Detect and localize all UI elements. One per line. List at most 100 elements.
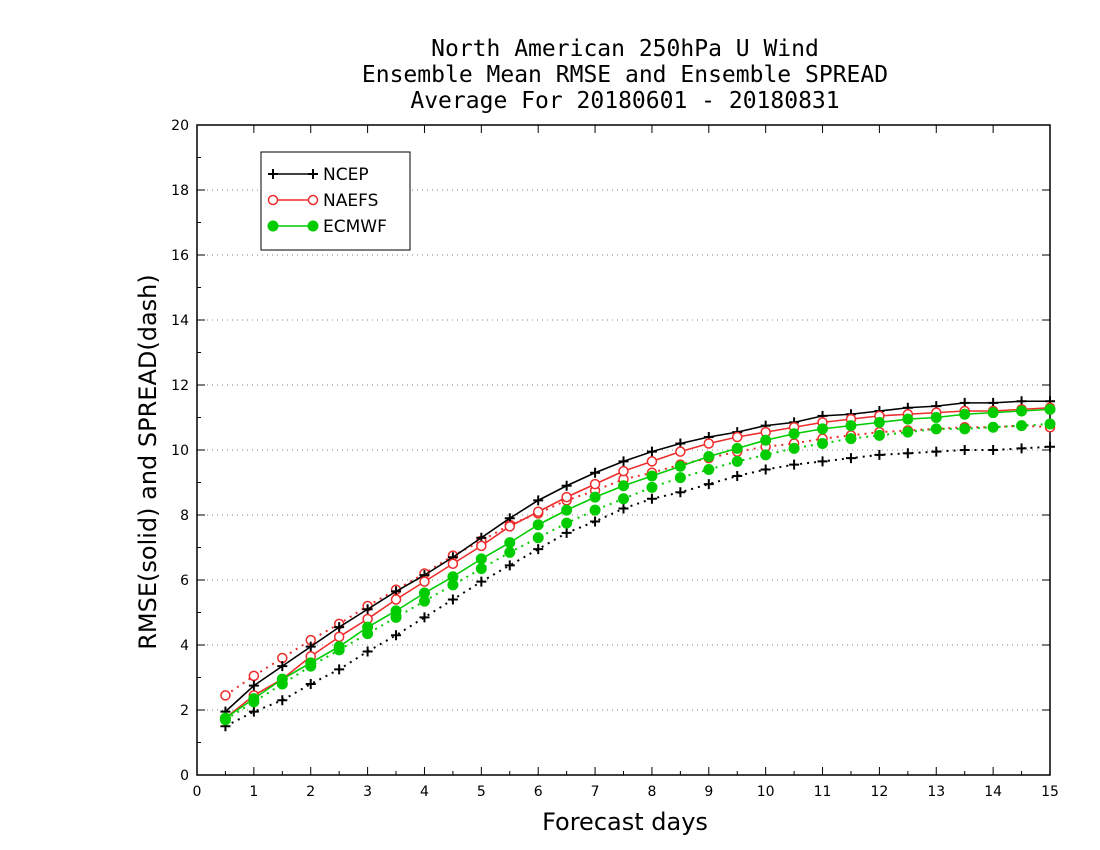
- spread-point-ncep: [248, 706, 259, 717]
- x-tick-label: 1: [249, 784, 258, 800]
- rmse-point-naefs: [589, 478, 601, 490]
- rmse-point-ecmwf: [987, 407, 999, 419]
- x-tick-label: 5: [477, 784, 486, 800]
- chart-title-line-2: Ensemble Mean RMSE and Ensemble SPREAD: [361, 62, 889, 88]
- rmse-point-ecmwf: [589, 491, 601, 503]
- x-tick-label: 8: [647, 784, 656, 800]
- rmse-point-naefs: [703, 438, 715, 449]
- rmse-point-ecmwf: [760, 434, 772, 446]
- spread-line-ecmwf: [224, 423, 1051, 721]
- rmse-point-naefs: [646, 456, 658, 467]
- spread-point-ecmwf: [817, 438, 829, 449]
- spread-point-ncep: [476, 576, 487, 587]
- rmse-point-ecmwf: [418, 587, 430, 599]
- rmse-point-ecmwf: [731, 442, 743, 454]
- rmse-point-ecmwf: [618, 480, 629, 492]
- spread-point-ncep: [334, 664, 345, 675]
- x-tick-label: 7: [591, 784, 600, 800]
- x-tick-label: 14: [984, 784, 1002, 800]
- rmse-point-ecmwf: [219, 712, 231, 724]
- rmse-point-ecmwf: [1044, 403, 1056, 415]
- chart-title-line-3: Average For 20180601 - 20180831: [410, 88, 840, 114]
- series-ncep-spread: [220, 441, 1055, 732]
- spread-point-ncep: [590, 516, 601, 527]
- spread-point-ecmwf: [1044, 418, 1056, 430]
- spread-point-ecmwf: [788, 442, 800, 454]
- y-tick-label: 12: [171, 378, 189, 394]
- legend-box: [260, 151, 411, 251]
- series-naefs-rmse: [220, 402, 1056, 724]
- y-tick-label: 14: [171, 313, 189, 329]
- x-tick-label: 15: [1041, 784, 1059, 800]
- rmse-point-ecmwf: [788, 428, 800, 440]
- spread-point-ecmwf: [902, 426, 914, 438]
- y-tick-label: 16: [171, 248, 189, 264]
- spread-point-ecmwf: [561, 517, 573, 529]
- spread-point-ncep: [874, 449, 885, 460]
- spread-point-ecmwf: [532, 532, 544, 544]
- y-tick-label: 2: [180, 703, 189, 719]
- spread-point-ecmwf: [646, 481, 658, 493]
- spread-point-ncep: [1045, 441, 1055, 452]
- x-tick-label: 13: [927, 784, 945, 800]
- rmse-point-naefs: [419, 576, 430, 587]
- rmse-point-ecmwf: [532, 519, 544, 531]
- spread-point-ncep: [931, 446, 942, 457]
- legend-marker: [267, 220, 279, 232]
- rmse-point-ecmwf: [646, 470, 658, 482]
- rmse-point-ecmwf: [504, 537, 516, 549]
- spread-point-ncep: [760, 464, 771, 475]
- rmse-point-ecmwf: [305, 657, 317, 669]
- y-tick-label: 4: [180, 638, 189, 654]
- rmse-point-naefs: [447, 558, 459, 569]
- spread-point-ncep: [419, 612, 430, 623]
- legend-marker: [307, 194, 319, 206]
- rmse-point-ncep: [334, 622, 345, 633]
- series-ecmwf-rmse: [219, 403, 1056, 724]
- spread-point-ecmwf: [987, 421, 999, 433]
- x-tick-label: 0: [193, 784, 202, 800]
- legend-label: ECMWF: [323, 217, 387, 237]
- spread-point-ncep: [817, 456, 828, 467]
- rmse-point-ecmwf: [561, 504, 573, 516]
- rmse-point-ecmwf: [703, 451, 715, 462]
- spread-point-ncep: [732, 471, 743, 481]
- rmse-point-ecmwf: [873, 416, 885, 428]
- rmse-point-naefs: [561, 491, 572, 503]
- spread-point-ncep: [618, 503, 629, 514]
- spread-point-ecmwf: [873, 429, 885, 441]
- spread-point-ncep: [845, 453, 856, 464]
- x-tick-label: 12: [870, 784, 888, 800]
- y-tick-label: 6: [180, 573, 189, 589]
- legend-marker: [268, 169, 278, 179]
- legend-label: NAEFS: [323, 191, 378, 211]
- spread-point-ecmwf: [674, 472, 686, 484]
- legend-marker: [308, 169, 318, 179]
- y-tick-label: 18: [171, 183, 189, 199]
- spread-point-ncep: [902, 448, 913, 459]
- x-tick-label: 11: [814, 784, 832, 800]
- rmse-point-naefs: [390, 594, 402, 605]
- rmse-point-ncep: [533, 495, 544, 506]
- rmse-point-ecmwf: [362, 621, 374, 633]
- rmse-point-ecmwf: [930, 412, 942, 423]
- spread-point-ncep: [305, 679, 316, 689]
- rmse-point-naefs: [504, 521, 516, 532]
- y-tick-label: 0: [180, 768, 189, 784]
- rmse-point-ncep: [362, 604, 373, 615]
- series-ncep-rmse: [220, 396, 1055, 717]
- spread-point-ecmwf: [589, 504, 601, 516]
- rmse-point-ecmwf: [817, 423, 829, 435]
- y-tick-label: 8: [180, 508, 189, 524]
- spread-point-ecmwf: [703, 464, 715, 475]
- rmse-line-naefs: [224, 406, 1051, 719]
- rmse-point-ecmwf: [959, 408, 971, 420]
- x-tick-label: 6: [534, 784, 543, 800]
- legend-item-ecmwf: ECMWF: [267, 217, 387, 237]
- spread-point-ecmwf: [475, 563, 487, 575]
- spread-point-naefs: [248, 670, 260, 682]
- spread-point-ecmwf: [845, 433, 857, 445]
- spread-point-ncep: [362, 646, 373, 657]
- rmse-point-naefs: [731, 431, 743, 443]
